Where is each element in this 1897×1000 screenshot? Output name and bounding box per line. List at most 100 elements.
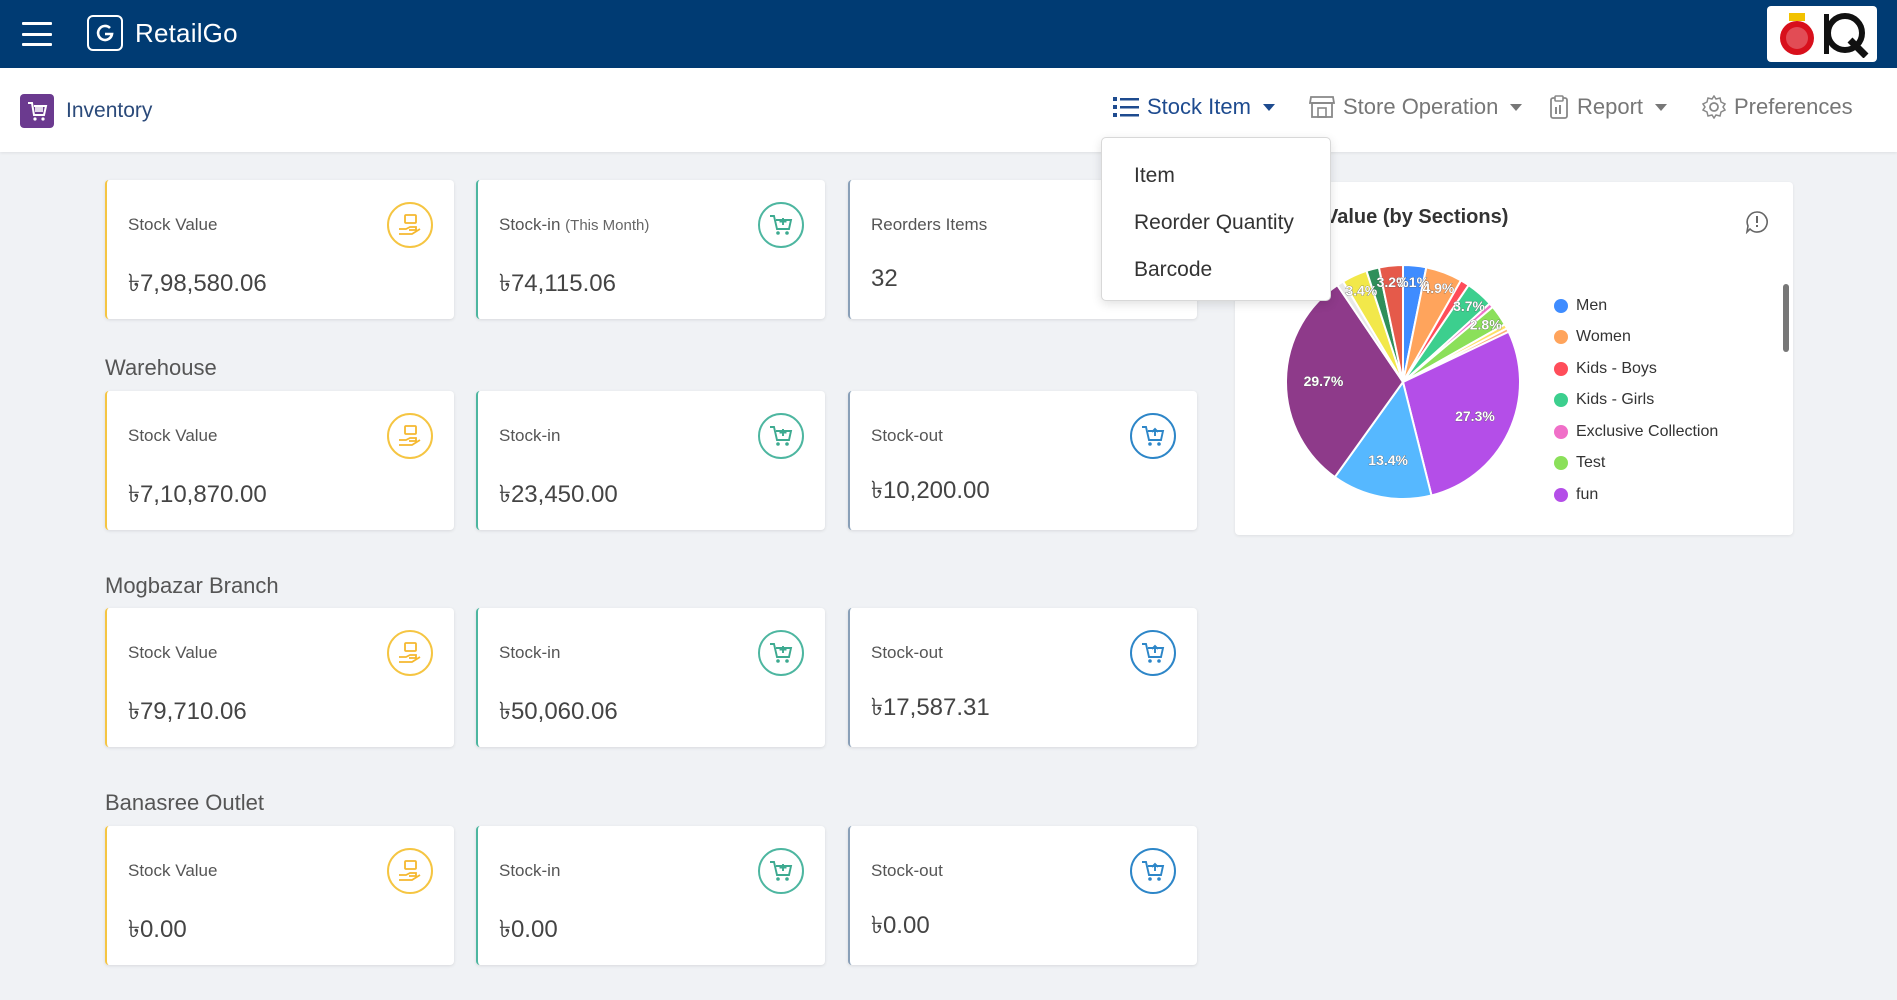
card-value: ৳0.00 xyxy=(128,916,187,943)
pie-slice[interactable] xyxy=(1377,263,1404,383)
module-title-group[interactable]: Inventory xyxy=(20,94,152,128)
chevron-down-icon xyxy=(1262,103,1275,111)
card-value: ৳10,200.00 xyxy=(871,477,990,504)
account-logos[interactable] xyxy=(1767,6,1877,62)
retailgo-logo-icon xyxy=(87,15,123,51)
summary-stock-value-card[interactable]: Stock Value ৳7,98,580.06 xyxy=(105,180,454,319)
legend-color-dot xyxy=(1554,393,1568,408)
pie-slice[interactable] xyxy=(1333,379,1433,500)
cart-add-icon xyxy=(758,630,804,676)
mogbazar-stock-in-card[interactable]: Stock-in ৳50,060.06 xyxy=(476,608,825,747)
card-value: ৳23,450.00 xyxy=(499,481,618,508)
dropdown-item-item[interactable]: Item xyxy=(1134,164,1175,187)
inventory-cart-icon xyxy=(20,94,54,128)
cart-remove-icon xyxy=(1130,848,1176,894)
card-label: Stock Value xyxy=(128,426,218,445)
warehouse-stock-out-card[interactable]: Stock-out ৳10,200.00 xyxy=(848,391,1197,530)
warehouse-stock-value-card[interactable]: Stock Value ৳7,10,870.00 xyxy=(105,391,454,530)
card-label: Stock Value xyxy=(128,643,218,662)
clipboard-icon xyxy=(1550,95,1568,119)
top-navbar: RetailGo xyxy=(0,0,1897,68)
legend-color-dot xyxy=(1554,487,1568,502)
card-value: 32 xyxy=(871,265,898,292)
legend-item[interactable]: Kids - Girls xyxy=(1554,385,1754,417)
nav-stock-item[interactable]: Stock Item xyxy=(1113,94,1275,120)
cart-add-icon xyxy=(758,202,804,248)
pie-chart[interactable]: 3.1%4.9% 3.7% 2.8% 27.3% 13.4% 29.7% 3.4%3.2% xyxy=(1235,182,1793,535)
pie-slice[interactable] xyxy=(1285,283,1405,479)
section-title-warehouse: Warehouse xyxy=(105,355,217,380)
cart-add-icon xyxy=(758,848,804,894)
card-label: Stock-in xyxy=(499,643,561,662)
banasree-stock-out-card[interactable]: Stock-out ৳0.00 xyxy=(848,826,1197,965)
dropdown-item-barcode[interactable]: Barcode xyxy=(1134,258,1213,281)
legend-scrollbar[interactable] xyxy=(1783,284,1789,352)
pie-data-label: 3.1% xyxy=(1397,274,1429,290)
legend-item[interactable]: Test xyxy=(1554,448,1754,480)
pie-data-label: 27.3% xyxy=(1455,408,1495,424)
chat-info-icon[interactable] xyxy=(1745,210,1769,239)
hamburger-menu-icon[interactable] xyxy=(22,22,52,46)
card-label: Stock-in xyxy=(499,861,561,880)
brand[interactable]: RetailGo xyxy=(87,15,238,51)
card-label: Stock Value xyxy=(128,861,218,880)
nav-stock-item-label: Stock Item xyxy=(1147,94,1251,119)
card-label-text: Stock-in xyxy=(499,215,561,234)
section-title-mogbazar: Mogbazar Branch xyxy=(105,573,279,598)
pie-data-label: 3.7% xyxy=(1453,298,1485,314)
legend-color-dot xyxy=(1554,298,1568,313)
legend-item[interactable]: Women xyxy=(1554,322,1754,354)
nav-store-operation[interactable]: Store Operation xyxy=(1309,94,1523,120)
nav-preferences[interactable]: Preferences xyxy=(1702,94,1853,120)
card-label: Stock-in xyxy=(499,426,561,445)
pie-data-label: 2.8% xyxy=(1470,317,1502,333)
chart-title: Value (by Sections) xyxy=(1325,206,1509,228)
summary-stock-in-card[interactable]: Stock-in (This Month) ৳74,115.06 xyxy=(476,180,825,319)
stock-item-dropdown: Item Reorder Quantity Barcode xyxy=(1101,137,1331,301)
mogbazar-stock-out-card[interactable]: Stock-out ৳17,587.31 xyxy=(848,608,1197,747)
module-title: Inventory xyxy=(66,99,153,122)
nav-report[interactable]: Report xyxy=(1549,94,1668,120)
legend-color-dot xyxy=(1554,424,1568,439)
chevron-down-icon xyxy=(1510,103,1523,111)
nav-preferences-label: Preferences xyxy=(1734,94,1853,119)
cart-remove-icon xyxy=(1130,413,1176,459)
legend-label: Exclusive Collection xyxy=(1576,422,1719,440)
card-label: Stock-in (This Month) xyxy=(499,215,649,235)
legend-label: fun xyxy=(1576,485,1599,503)
card-value: ৳17,587.31 xyxy=(871,694,990,721)
pie-data-label: 13.4% xyxy=(1368,452,1408,468)
legend-item[interactable]: Exclusive Collection xyxy=(1554,416,1754,448)
warehouse-stock-in-card[interactable]: Stock-in ৳23,450.00 xyxy=(476,391,825,530)
legend-color-dot xyxy=(1554,456,1568,471)
legend-item[interactable]: Men xyxy=(1554,290,1754,322)
legend-label: Kids - Girls xyxy=(1576,391,1655,409)
legend-color-dot xyxy=(1554,330,1568,345)
cart-add-icon xyxy=(758,413,804,459)
dropdown-item-reorder-quantity[interactable]: Reorder Quantity xyxy=(1134,211,1294,234)
legend-label: Men xyxy=(1576,296,1608,314)
legend-label: Kids - Boys xyxy=(1576,359,1657,377)
legend-item[interactable]: Kids - Boys xyxy=(1554,353,1754,385)
pie-data-label: 3.2% xyxy=(1377,274,1409,290)
card-label: Stock-out xyxy=(871,426,943,445)
card-value: ৳74,115.06 xyxy=(499,270,616,297)
card-label-note: (This Month) xyxy=(565,217,650,234)
banasree-stock-in-card[interactable]: Stock-in ৳0.00 xyxy=(476,826,825,965)
card-value: ৳50,060.06 xyxy=(499,698,618,725)
card-label: Stock-out xyxy=(871,861,943,880)
company-q-logo-icon xyxy=(1824,13,1869,58)
list-icon xyxy=(1113,97,1139,117)
pie-slice[interactable] xyxy=(1401,330,1521,497)
gear-icon xyxy=(1702,95,1726,119)
banasree-stock-value-card[interactable]: Stock Value ৳0.00 xyxy=(105,826,454,965)
hand-money-icon xyxy=(387,413,433,459)
section-title-banasree: Banasree Outlet xyxy=(105,790,264,815)
legend-item[interactable]: fun xyxy=(1554,479,1754,511)
mogbazar-stock-value-card[interactable]: Stock Value ৳79,710.06 xyxy=(105,608,454,747)
module-header: Inventory Stock Item Store Operation Rep… xyxy=(0,68,1897,152)
card-value: ৳79,710.06 xyxy=(128,698,247,725)
nav-report-label: Report xyxy=(1577,94,1644,119)
company-seal-icon xyxy=(1780,13,1814,55)
card-value: ৳7,10,870.00 xyxy=(128,481,267,508)
